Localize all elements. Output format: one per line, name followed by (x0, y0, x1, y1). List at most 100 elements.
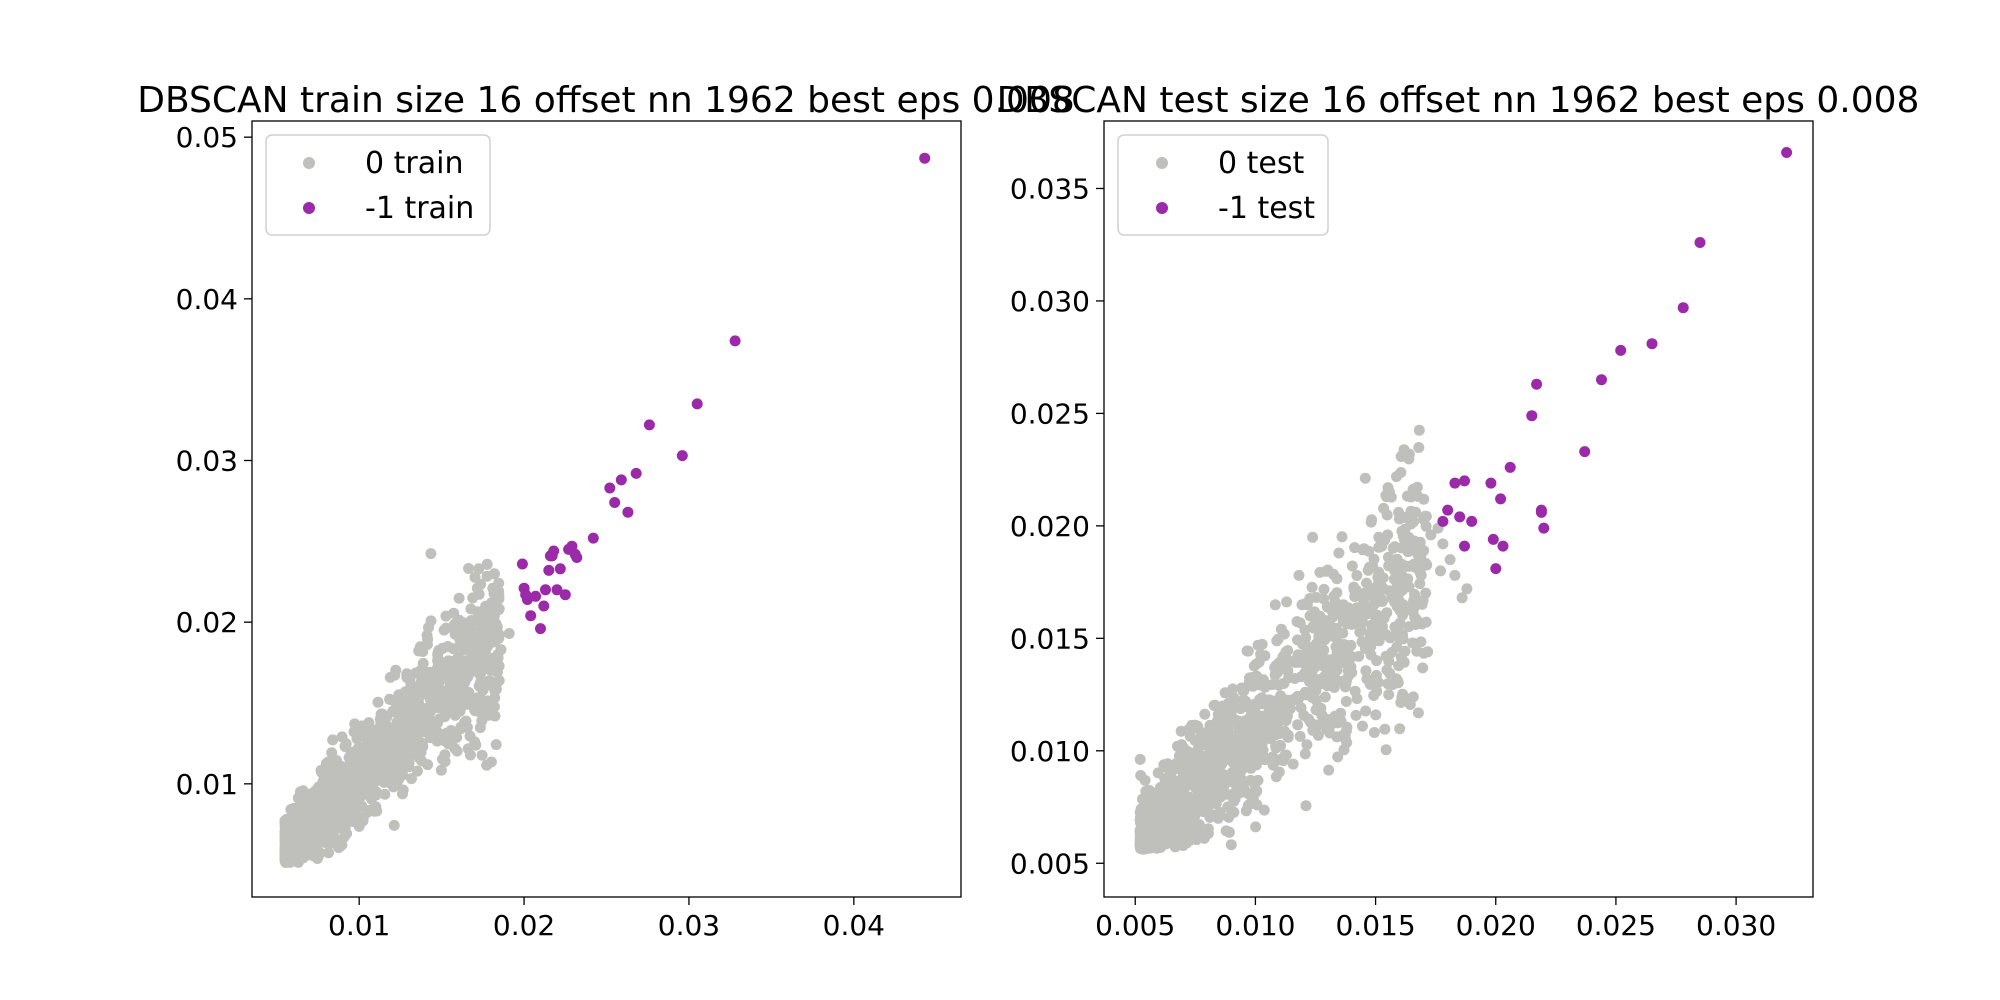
train-inlier-point (425, 694, 437, 705)
test-inlier-point (1420, 520, 1432, 532)
test-inlier-point (1273, 661, 1285, 673)
train-inlier-point (483, 676, 495, 688)
test-inlier-point (1339, 681, 1351, 693)
test-inlier-point (1393, 506, 1405, 518)
test-inlier-point (1338, 744, 1350, 756)
test-points-layer (1134, 147, 1793, 855)
test-legend: 0 test -1 test (1117, 134, 1329, 236)
train-inlier-point (469, 571, 481, 583)
train-inlier-point (406, 773, 417, 785)
test-inlier-point (1328, 590, 1340, 602)
test-inlier-point (1412, 707, 1424, 719)
test-inlier-point (1333, 547, 1345, 559)
train-inlier-point (362, 745, 374, 757)
test-inlier-point (1384, 632, 1396, 644)
test-inlier-point (1359, 590, 1371, 601)
test-inlier-point (1202, 828, 1214, 839)
test-inlier-point (1415, 636, 1427, 648)
train-outlier-point (622, 506, 634, 518)
test-inlier-point (1417, 662, 1429, 674)
train-inlier-point (458, 644, 469, 656)
train-inlier-point (457, 678, 468, 690)
test-inlier-point (1287, 758, 1299, 770)
test-inlier-point (1199, 708, 1211, 720)
test-outlier-point (1526, 410, 1538, 422)
test-inlier-point (1176, 739, 1188, 751)
test-inlier-point (1336, 531, 1348, 543)
train-inlier-point (374, 734, 386, 746)
test-inlier-point (1405, 491, 1417, 503)
train-legend: 0 train -1 train (265, 134, 491, 236)
train-inlier-point (473, 563, 485, 575)
train-outlier-point (615, 474, 627, 486)
test-x-tick-label: 0.005 (1095, 909, 1175, 942)
test-inlier-point (1449, 569, 1461, 581)
test-inlier-point (1358, 543, 1370, 555)
train-outlier-point (571, 552, 583, 563)
test-inlier-point (1324, 662, 1336, 673)
train-y-tick-label: 0.04 (176, 283, 238, 316)
test-inlier-point (1351, 570, 1363, 581)
train-inlier-point (406, 741, 418, 753)
test-inlier-point (1245, 774, 1257, 786)
train-inlier-point (356, 800, 368, 812)
train-outlier-point (609, 497, 621, 508)
test-legend-marker-inlier (1156, 157, 1168, 169)
test-y-tick-label: 0.035 (1010, 172, 1090, 205)
train-outlier-point (520, 589, 532, 601)
test-inlier-point (1217, 755, 1229, 767)
train-inlier-point (285, 820, 297, 832)
test-inlier-point (1287, 694, 1299, 706)
test-inlier-point (1256, 638, 1268, 650)
test-inlier-point (1278, 677, 1290, 689)
train-inlier-point (495, 644, 507, 656)
test-outlier-point (1535, 504, 1547, 516)
train-legend-marker-inlier (303, 157, 315, 169)
test-inlier-point (1393, 587, 1405, 599)
train-inlier-point (422, 678, 434, 690)
train-inlier-point (349, 813, 361, 825)
test-inlier-point (1335, 707, 1347, 719)
train-axes-frame (251, 120, 962, 898)
test-inlier-point (1309, 619, 1321, 631)
train-inlier-point (422, 759, 434, 771)
test-inlier-point (1359, 472, 1371, 484)
test-inlier-point (1341, 617, 1353, 629)
test-inlier-point (1214, 766, 1226, 778)
test-inlier-point (1235, 703, 1247, 715)
train-inlier-point (433, 727, 445, 739)
test-inlier-point (1295, 671, 1307, 683)
test-inlier-point (1350, 709, 1362, 721)
test-inlier-point (1338, 639, 1350, 650)
test-inlier-point (1300, 800, 1312, 812)
train-outlier-point (538, 600, 550, 612)
test-inlier-point (1356, 636, 1368, 648)
train-inlier-point (388, 819, 400, 831)
test-y-tick-label: 0.020 (1010, 510, 1090, 543)
train-inlier-point (421, 639, 433, 650)
test-outlier-point (1495, 493, 1507, 505)
test-inlier-point (1299, 748, 1311, 760)
test-x-tick-label: 0.025 (1576, 909, 1656, 942)
train-inlier-point (370, 789, 382, 801)
test-y-tick-label: 0.025 (1010, 397, 1090, 430)
test-y-tick-label: 0.030 (1010, 285, 1090, 318)
test-inlier-point (1280, 647, 1292, 659)
train-inlier-point (411, 732, 423, 744)
train-inlier-point (415, 746, 427, 758)
train-inlier-point (493, 590, 505, 602)
test-inlier-point (1332, 751, 1344, 763)
test-inlier-point (1393, 660, 1405, 672)
train-inlier-point (338, 831, 350, 843)
test-inlier-point (1158, 759, 1170, 771)
test-inlier-point (1227, 683, 1239, 695)
test-inlier-point (1186, 750, 1198, 762)
test-outlier-point (1646, 338, 1658, 350)
train-inlier-point (312, 792, 324, 804)
train-inlier-point (332, 795, 344, 807)
test-outlier-point (1442, 504, 1454, 516)
train-inlier-point (354, 760, 366, 772)
test-inlier-point (1405, 534, 1417, 546)
test-x-tick-label: 0.020 (1456, 909, 1536, 942)
